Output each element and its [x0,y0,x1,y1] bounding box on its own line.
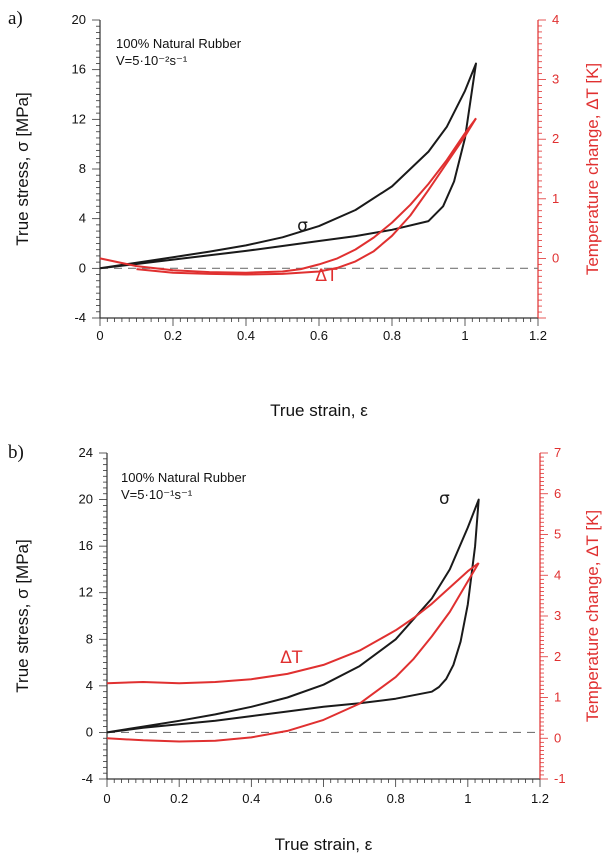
panel-a-annotation-line: 100% Natural Rubber [116,36,242,51]
panel-a-y-tick-label: 20 [72,12,86,27]
panel-a-series-temperature-line-1 [136,117,477,276]
panel-b-y2-tick-label: -1 [554,771,566,786]
panel-b-y2-tick-label: 5 [554,527,561,542]
panel-b-y2-tick-label: 1 [554,690,561,705]
panel-b-series-stress-line-0 [106,498,480,734]
panel-b-y2-tick-label: 0 [554,730,561,745]
panel-b-series-temperature-line-1 [106,562,480,685]
panel-b-x-tick-label: 1 [464,791,471,806]
panel-a-letter: a) [8,8,23,29]
panel-b-y-tick-label: 4 [86,678,93,693]
panel-b-letter: b) [8,442,24,463]
panel-a-x-tick-label: 0 [96,328,103,343]
panel-b-x-tick-label: 0.8 [387,791,405,806]
panel-a-y2-tick-label: 4 [552,12,559,27]
panel-b-y-tick-label: 0 [86,724,93,739]
panel-b-y2-tick-label: 7 [554,445,561,460]
panel-a-y2-axis-label: Temperature change, ΔT [K] [583,63,602,275]
panel-b-y2-axis-label: Temperature change, ΔT [K] [583,510,602,722]
panel-a-y2-tick-label: 2 [552,131,559,146]
panel-b-annotation-line: 100% Natural Rubber [121,470,247,485]
panel-a-x-tick-label: 0.8 [383,328,401,343]
panel-a-y2-tick-label: 3 [552,72,559,87]
panel-b-y-tick-label: -4 [81,771,93,786]
panel-a-y-tick-label: 12 [72,111,86,126]
panel-b-x-tick-label: 1.2 [531,791,549,806]
panel-a-x-axis-label: True strain, ε [270,401,368,420]
panel-a-y-tick-label: 8 [79,161,86,176]
panel-b-series-label-0: σ [439,489,450,509]
panel-b-x-tick-label: 0.2 [170,791,188,806]
panel-a-y2-tick-label: 0 [552,250,559,265]
panel-a-x-tick-label: 1.2 [529,328,547,343]
panel-a-y2-tick-label: 1 [552,191,559,206]
panel-b-y2-tick-label: 3 [554,608,561,623]
panel-a-annotation-line: V=5·10⁻²s⁻¹ [116,53,188,68]
panel-b-y2-tick-label: 4 [554,567,561,582]
panel-b-y-tick-label: 12 [79,585,93,600]
panel-b-series-temperature-line-2 [106,562,480,743]
panel-b-y-tick-label: 8 [86,631,93,646]
panel-a-x-tick-label: 1 [461,328,468,343]
panel-a-y-tick-label: -4 [74,310,86,325]
panel-b-x-axis-label: True strain, ε [275,835,373,854]
panel-b-x-tick-label: 0.4 [242,791,260,806]
panel-b-x-tick-label: 0.6 [314,791,332,806]
panel-a-x-tick-label: 0.2 [164,328,182,343]
panel-a-x-tick-label: 0.4 [237,328,255,343]
panel-b-x-tick-label: 0 [103,791,110,806]
panel-a-y-axis-label: True stress, σ [MPa] [13,92,32,245]
panel-b-y-tick-label: 24 [79,445,93,460]
panel-a-series-temperature-line-2 [99,117,477,274]
panel-a-x-tick-label: 0.6 [310,328,328,343]
panel-b-series-label-1: ΔT [280,648,303,668]
panel-b-y-tick-label: 16 [79,538,93,553]
panel-b-annotation-line: V=5·10⁻¹s⁻¹ [121,487,193,502]
panel-a-series-label-1: ΔT [315,266,338,286]
panel-a-series-label-0: σ [297,216,308,236]
panel-b-y2-tick-label: 2 [554,649,561,664]
panel-a-series-stress-line-0 [99,62,477,270]
panel-b-y-tick-label: 20 [79,492,93,507]
panel-a-y-tick-label: 0 [79,260,86,275]
panel-a-y-tick-label: 4 [79,211,86,226]
panel-b-y-axis-label: True stress, σ [MPa] [13,539,32,692]
panel-a-y-tick-label: 16 [72,62,86,77]
panel-b-y2-tick-label: 6 [554,486,561,501]
